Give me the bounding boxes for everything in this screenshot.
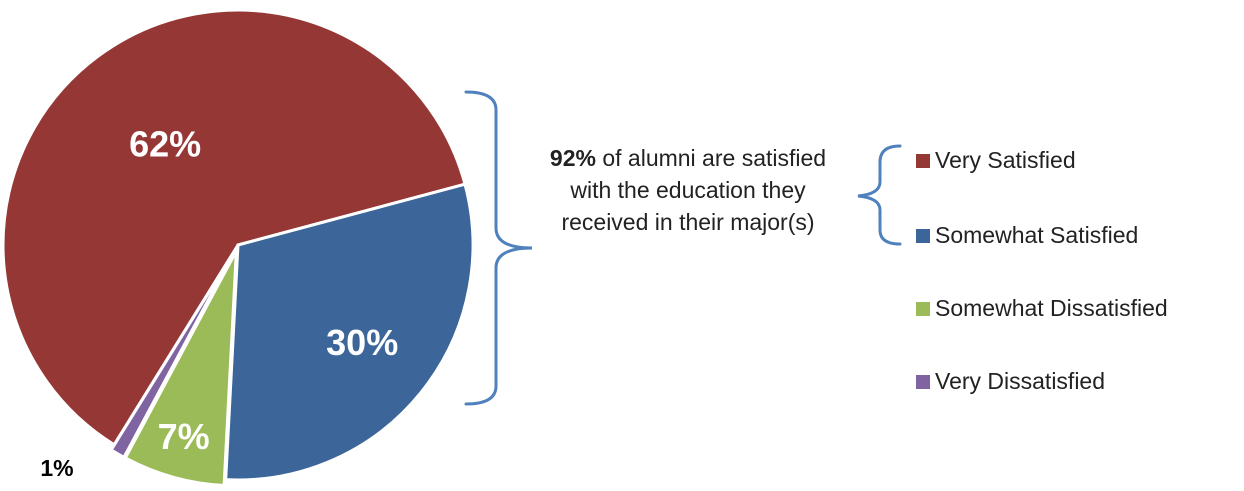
annotation-bold: 92% (549, 145, 596, 171)
legend-item-very-satisfied: Very Satisfied (916, 147, 1076, 174)
legend-swatch (916, 228, 930, 243)
legend-label: Very Dissatisfied (935, 368, 1106, 394)
legend-label: Very Satisfied (935, 147, 1076, 173)
pie-slice-very-satisfied (1, 8, 467, 447)
pie-slices (1, 8, 475, 488)
pie-label-very-satisfied: 62% (129, 123, 201, 164)
brackets (464, 90, 902, 406)
annotation-text: of alumni are satisfied with the educati… (561, 145, 827, 235)
legend-swatch (916, 301, 930, 316)
legend-bracket (857, 144, 902, 246)
pie-slice-somewhat-satisfied (224, 182, 475, 482)
pie-label-very-dissatisfied: 1% (40, 455, 73, 481)
legend-swatch (916, 374, 930, 389)
satisfaction-annotation: 92% of alumni are satisfied with the edu… (548, 142, 828, 238)
pie-slice-somewhat-dissatisfied (123, 250, 238, 488)
legend-label: Somewhat Satisfied (935, 222, 1139, 248)
pie-slice-very-dissatisfied (109, 249, 237, 460)
legend-item-very-dissatisfied: Very Dissatisfied (916, 368, 1105, 395)
legend-item-somewhat-dissatisfied: Somewhat Dissatisfied (916, 295, 1168, 322)
pie-label-somewhat-satisfied: 30% (326, 322, 398, 363)
pie-label-somewhat-dissatisfied: 7% (158, 416, 210, 457)
pie-labels: 62% 30% 7% 1% (40, 123, 398, 481)
big-bracket (464, 90, 533, 406)
legend-swatch (916, 153, 930, 168)
legend-label: Somewhat Dissatisfied (935, 295, 1168, 321)
legend-item-somewhat-satisfied: Somewhat Satisfied (916, 222, 1138, 249)
